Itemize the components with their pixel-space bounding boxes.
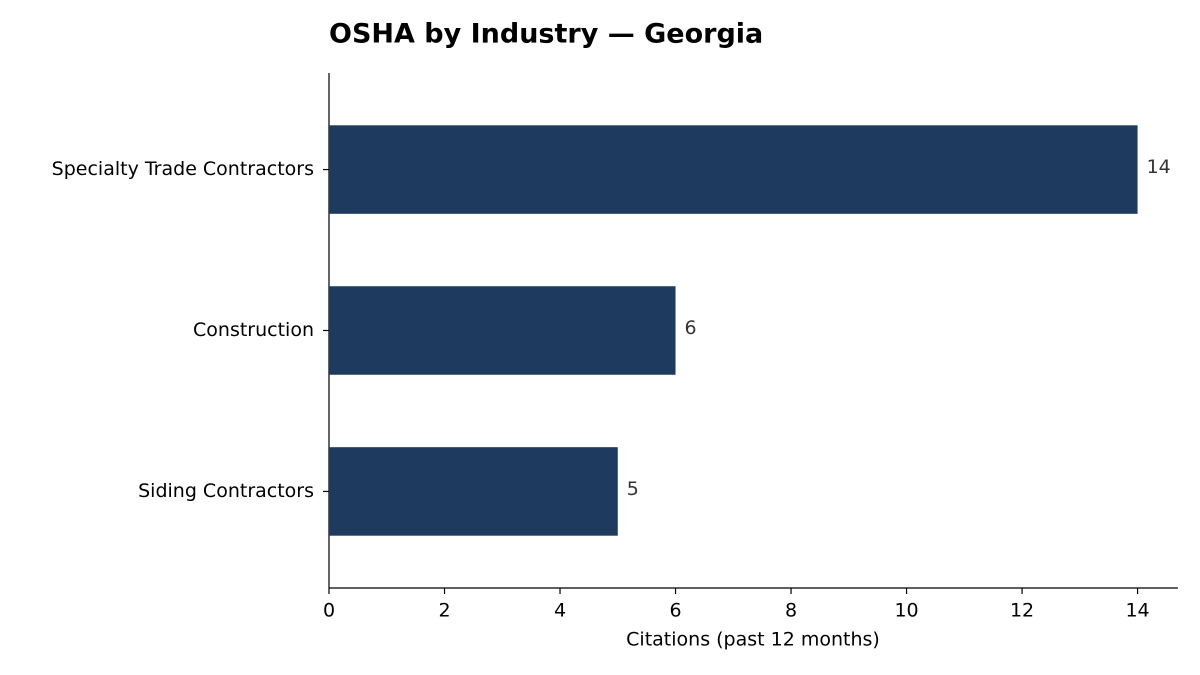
x-tick-label: 4 (554, 600, 566, 622)
bar (329, 447, 618, 536)
bar (329, 286, 676, 375)
x-tick-label: 0 (323, 600, 335, 622)
bar (329, 125, 1138, 214)
x-tick-label: 8 (785, 600, 797, 622)
value-label: 5 (627, 478, 639, 500)
x-tick-label: 10 (894, 600, 918, 622)
value-label: 14 (1147, 156, 1171, 178)
value-label: 6 (685, 317, 697, 339)
x-tick-label: 12 (1010, 600, 1034, 622)
chart-title: OSHA by Industry — Georgia (329, 19, 763, 50)
x-tick-label: 2 (438, 600, 450, 622)
x-tick-label: 6 (669, 600, 681, 622)
y-tick-label: Specialty Trade Contractors (52, 158, 314, 180)
y-tick-label: Siding Contractors (138, 480, 314, 502)
x-tick-label: 14 (1125, 600, 1149, 622)
y-tick-label: Construction (193, 319, 314, 341)
x-axis-label: Citations (past 12 months) (626, 629, 880, 651)
